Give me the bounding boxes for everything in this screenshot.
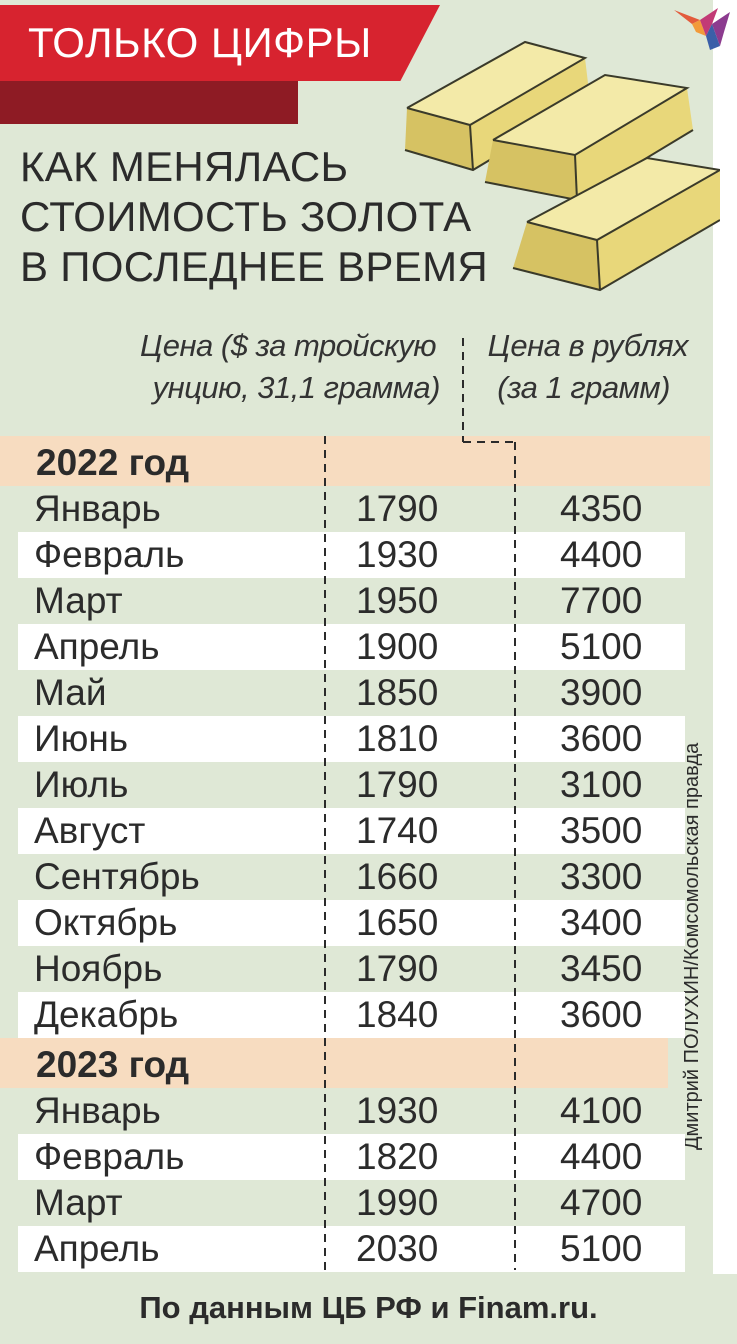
month-cell: Февраль — [34, 534, 185, 575]
bird-logo-icon — [674, 8, 730, 50]
table-row: Февраль 1930 4400 — [18, 532, 685, 578]
table-row: Август 1740 3500 — [18, 808, 685, 854]
usd-price-cell: 1740 — [356, 810, 439, 851]
table-row: Февраль 1820 4400 — [18, 1134, 685, 1180]
usd-header-line-1: Цена ($ за тройскую — [140, 328, 437, 363]
banner-ribbon — [0, 5, 440, 81]
usd-header-line-2: унцию, 31,1 грамма) — [152, 370, 441, 405]
month-cell: Июнь — [34, 718, 129, 759]
month-cell: Сентябрь — [34, 856, 200, 897]
table-row: Ноябрь 1790 3450 — [18, 946, 685, 992]
rub-price-cell: 3450 — [560, 948, 643, 989]
section-banner: ТОЛЬКО ЦИФРЫ — [0, 5, 440, 124]
month-cell: Март — [34, 580, 123, 621]
rub-price-cell: 4700 — [560, 1182, 643, 1223]
usd-price-cell: 1650 — [356, 902, 439, 943]
usd-price-cell: 1790 — [356, 948, 439, 989]
month-cell: Апрель — [34, 1228, 160, 1269]
rub-price-cell: 4400 — [560, 1136, 643, 1177]
month-cell: Июль — [34, 764, 129, 805]
banner-title: ТОЛЬКО ЦИФРЫ — [28, 19, 372, 66]
usd-price-cell: 1930 — [356, 534, 439, 575]
month-cell: Декабрь — [34, 994, 179, 1035]
table-row: Июль 1790 3100 — [18, 762, 685, 808]
month-cell: Август — [34, 810, 146, 851]
rub-price-cell: 3400 — [560, 902, 643, 943]
year-band — [0, 1038, 668, 1088]
headline-line-3: В ПОСЛЕДНЕЕ ВРЕМЯ — [20, 243, 488, 290]
table-row: Апрель 2030 5100 — [18, 1226, 685, 1272]
usd-price-cell: 1840 — [356, 994, 439, 1035]
rub-header-line-1: Цена в рублях — [487, 328, 689, 363]
rub-price-cell: 3500 — [560, 810, 643, 851]
usd-price-cell: 1900 — [356, 626, 439, 667]
rub-price-cell: 3100 — [560, 764, 643, 805]
month-cell: Март — [34, 1182, 123, 1223]
source-note: По данным ЦБ РФ и Finam.ru. — [139, 1290, 598, 1325]
year-heading: 2022 год — [36, 442, 190, 483]
year-heading: 2023 год — [36, 1044, 190, 1085]
footer — [0, 1274, 737, 1344]
table-row: Сентябрь 1660 3300 — [18, 854, 685, 900]
usd-price-cell: 1660 — [356, 856, 439, 897]
headline-line-1: КАК МЕНЯЛАСЬ — [20, 143, 349, 190]
gold-bar-icon — [512, 156, 720, 292]
table-row: Январь 1930 4100 — [18, 1088, 685, 1134]
rub-price-cell: 3300 — [560, 856, 643, 897]
rub-price-cell: 7700 — [560, 580, 643, 621]
table-row: Март 1990 4700 — [18, 1180, 685, 1226]
right-margin — [713, 0, 737, 1344]
rub-price-cell: 3600 — [560, 994, 643, 1035]
rub-price-cell: 4400 — [560, 534, 643, 575]
month-cell: Январь — [34, 1090, 161, 1131]
table-row: Март 1950 7700 — [18, 578, 685, 624]
table-row: Октябрь 1650 3400 — [18, 900, 685, 946]
usd-price-cell: 1810 — [356, 718, 439, 759]
gold-bar-icon — [484, 73, 694, 202]
usd-price-cell: 1790 — [356, 764, 439, 805]
table-row: Июнь 1810 3600 — [18, 716, 685, 762]
usd-price-cell: 1950 — [356, 580, 439, 621]
rub-price-cell: 5100 — [560, 1228, 643, 1269]
usd-price-cell: 2030 — [356, 1228, 439, 1269]
table-row: Январь 1790 4350 — [18, 486, 685, 532]
banner-shadow — [0, 81, 298, 124]
usd-price-cell: 1820 — [356, 1136, 439, 1177]
month-cell: Февраль — [34, 1136, 185, 1177]
usd-price-cell: 1930 — [356, 1090, 439, 1131]
month-cell: Октябрь — [34, 902, 178, 943]
month-cell: Май — [34, 672, 107, 713]
year-band — [0, 436, 710, 486]
month-cell: Январь — [34, 488, 161, 529]
table-row: Апрель 1900 5100 — [18, 624, 685, 670]
headline-line-2: СТОИМОСТЬ ЗОЛОТА — [20, 193, 472, 240]
rub-header-line-2: (за 1 грамм) — [497, 370, 670, 405]
usd-price-cell: 1990 — [356, 1182, 439, 1223]
month-cell: Ноябрь — [34, 948, 163, 989]
rub-price-cell: 4100 — [560, 1090, 643, 1131]
table-row: Май 1850 3900 — [18, 670, 685, 716]
rub-price-cell: 5100 — [560, 626, 643, 667]
rub-price-cell: 3600 — [560, 718, 643, 759]
rub-price-cell: 3900 — [560, 672, 643, 713]
table-row: Декабрь 1840 3600 — [18, 992, 685, 1038]
gold-bars-illustration — [404, 40, 720, 292]
rub-price-cell: 4350 — [560, 488, 643, 529]
usd-price-cell: 1850 — [356, 672, 439, 713]
usd-price-cell: 1790 — [356, 488, 439, 529]
month-cell: Апрель — [34, 626, 160, 667]
